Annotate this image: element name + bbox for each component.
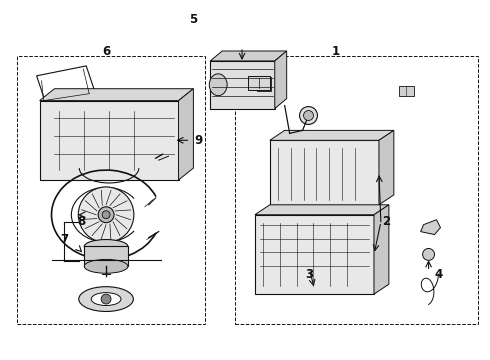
Polygon shape [178, 89, 194, 180]
Polygon shape [275, 51, 287, 109]
Polygon shape [270, 130, 394, 140]
Circle shape [303, 111, 314, 121]
Polygon shape [379, 130, 394, 205]
Polygon shape [255, 205, 389, 215]
Bar [399, 86, 414, 96]
Ellipse shape [209, 74, 227, 96]
Bar [40, 100, 178, 180]
Bar [248, 76, 270, 90]
Bar [270, 140, 379, 205]
Circle shape [422, 248, 435, 260]
Text: 2: 2 [382, 215, 390, 228]
Text: 6: 6 [102, 45, 110, 58]
Polygon shape [40, 89, 194, 100]
Bar [235, 56, 478, 324]
Text: 1: 1 [331, 45, 340, 58]
Circle shape [299, 107, 318, 125]
Ellipse shape [84, 239, 128, 253]
Bar [84, 247, 128, 266]
Circle shape [78, 187, 134, 243]
Ellipse shape [91, 293, 121, 306]
Text: 7: 7 [60, 233, 69, 246]
Circle shape [98, 207, 114, 223]
Text: 8: 8 [77, 215, 85, 228]
Bar [210, 61, 275, 109]
Ellipse shape [84, 260, 128, 273]
Bar [255, 215, 374, 294]
Polygon shape [210, 51, 287, 61]
Text: 4: 4 [434, 268, 442, 281]
Polygon shape [420, 220, 441, 235]
Text: 9: 9 [194, 134, 202, 147]
Polygon shape [374, 205, 389, 294]
Text: 5: 5 [189, 13, 197, 26]
Ellipse shape [79, 287, 133, 311]
Circle shape [102, 211, 110, 219]
Bar [257, 77, 271, 91]
Text: 3: 3 [305, 268, 314, 281]
Bar [17, 56, 205, 324]
Polygon shape [37, 66, 96, 105]
Circle shape [101, 294, 111, 304]
